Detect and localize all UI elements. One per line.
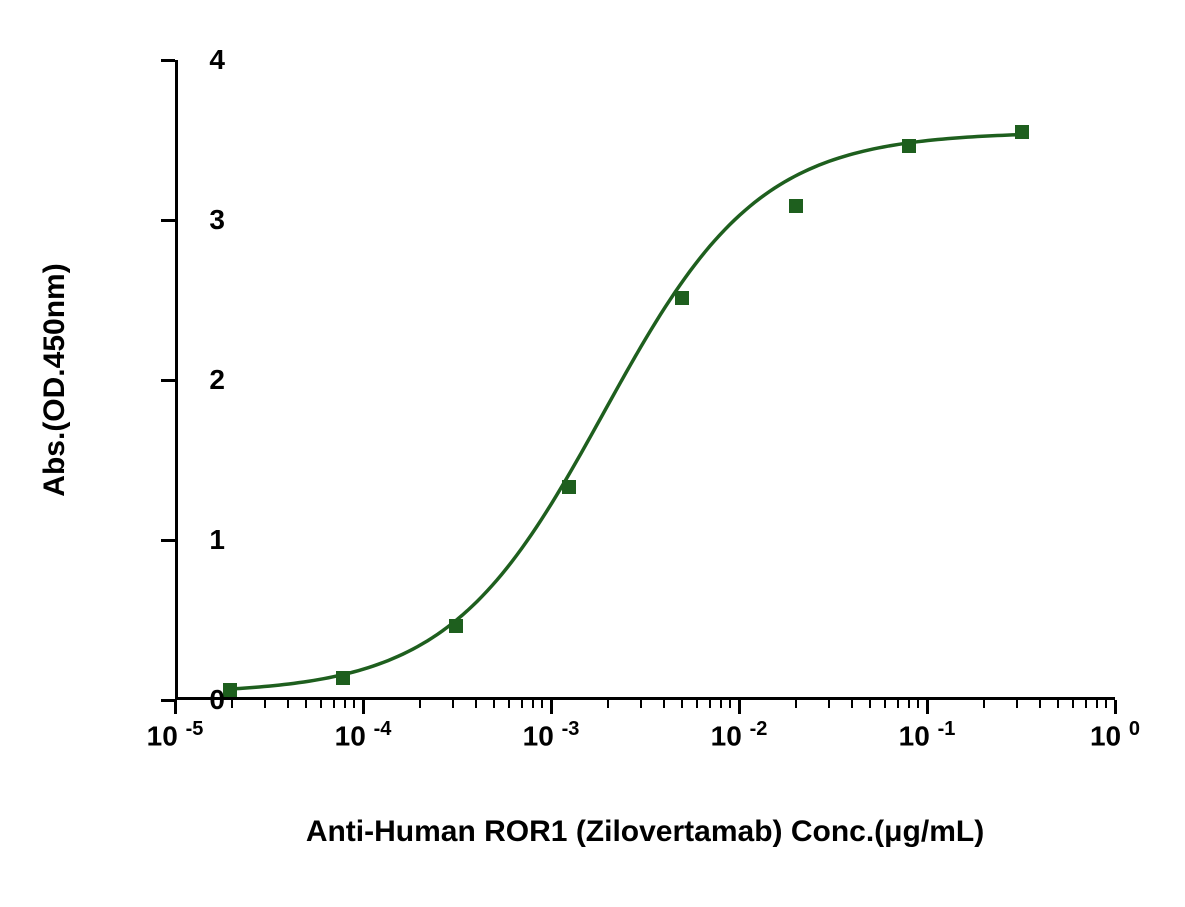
- data-marker: [449, 619, 463, 633]
- x-minor-tick: [720, 700, 722, 708]
- x-minor-tick: [795, 700, 797, 708]
- x-minor-tick: [681, 700, 683, 708]
- x-tick: [174, 700, 177, 714]
- y-axis-label: Abs.(OD.450nm): [38, 263, 72, 496]
- x-minor-tick: [851, 700, 853, 708]
- y-tick-label: 1: [185, 524, 225, 556]
- y-tick-label: 4: [185, 44, 225, 76]
- x-minor-tick: [493, 700, 495, 708]
- x-minor-tick: [663, 700, 665, 708]
- data-marker: [789, 199, 803, 213]
- x-minor-tick: [884, 700, 886, 708]
- x-minor-tick: [541, 700, 543, 708]
- x-minor-tick: [729, 700, 731, 708]
- x-minor-tick: [231, 700, 233, 708]
- x-minor-tick: [475, 700, 477, 708]
- x-minor-tick: [264, 700, 266, 708]
- x-minor-tick: [333, 700, 335, 708]
- x-minor-tick: [419, 700, 421, 708]
- x-minor-tick: [344, 700, 346, 708]
- x-minor-tick: [709, 700, 711, 708]
- x-minor-tick: [353, 700, 355, 708]
- x-tick: [738, 700, 741, 714]
- x-minor-tick: [320, 700, 322, 708]
- x-minor-tick: [908, 700, 910, 708]
- data-marker: [675, 291, 689, 305]
- x-minor-tick: [1016, 700, 1018, 708]
- y-tick: [161, 539, 175, 542]
- y-tick: [161, 379, 175, 382]
- x-tick-label: 10 0: [1090, 718, 1140, 752]
- x-tick-label: 10 -3: [523, 718, 580, 752]
- y-tick: [161, 219, 175, 222]
- y-tick-label: 0: [185, 684, 225, 716]
- x-tick-label: 10 -2: [711, 718, 768, 752]
- x-tick-label: 10 -4: [335, 718, 392, 752]
- x-tick-label: 10 -1: [899, 718, 956, 752]
- x-tick: [362, 700, 365, 714]
- x-minor-tick: [508, 700, 510, 708]
- x-minor-tick: [1057, 700, 1059, 708]
- x-minor-tick: [696, 700, 698, 708]
- x-axis-label: Anti-Human ROR1 (Zilovertamab) Conc.(μg/…: [306, 815, 984, 849]
- x-minor-tick: [897, 700, 899, 708]
- x-minor-tick: [607, 700, 609, 708]
- x-minor-tick: [1096, 700, 1098, 708]
- data-marker: [562, 480, 576, 494]
- x-minor-tick: [917, 700, 919, 708]
- x-minor-tick: [532, 700, 534, 708]
- x-minor-tick: [869, 700, 871, 708]
- x-minor-tick: [287, 700, 289, 708]
- y-tick: [161, 59, 175, 62]
- x-minor-tick: [521, 700, 523, 708]
- x-tick-label: 10 -5: [147, 718, 204, 752]
- x-minor-tick: [1072, 700, 1074, 708]
- y-tick-label: 2: [185, 364, 225, 396]
- data-marker: [1015, 125, 1029, 139]
- x-minor-tick: [305, 700, 307, 708]
- x-minor-tick: [1085, 700, 1087, 708]
- x-minor-tick: [1105, 700, 1107, 708]
- chart-container: Abs.(OD.450nm) Anti-Human ROR1 (Zilovert…: [0, 0, 1185, 907]
- y-tick-label: 3: [185, 204, 225, 236]
- data-marker: [336, 671, 350, 685]
- plot-area: [175, 60, 1115, 700]
- x-tick: [926, 700, 929, 714]
- data-marker: [902, 139, 916, 153]
- x-minor-tick: [452, 700, 454, 708]
- fit-curve: [175, 60, 1115, 700]
- x-minor-tick: [640, 700, 642, 708]
- x-tick: [1114, 700, 1117, 714]
- x-tick: [550, 700, 553, 714]
- x-minor-tick: [983, 700, 985, 708]
- x-minor-tick: [828, 700, 830, 708]
- x-minor-tick: [1039, 700, 1041, 708]
- fit-curve-path: [230, 135, 1022, 689]
